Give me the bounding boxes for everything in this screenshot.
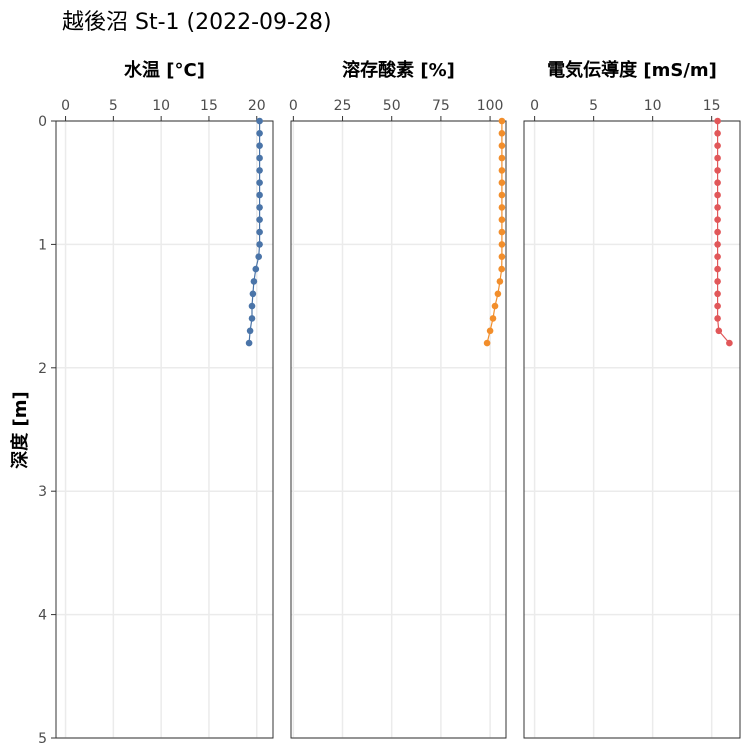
conductivity-data-point [714,315,721,322]
dissolved-oxygen-data-point [498,130,506,137]
water-temperature-panel: 水温 [°C] 0 5 10 15 20 [55,59,274,739]
dissolved-oxygen-x-tick-label: 50 [383,98,401,114]
water-temperature-data-point [256,228,263,236]
conductivity-data-point [714,278,721,285]
conductivity-data-point [714,228,721,236]
dissolved-oxygen-data-point [498,167,506,174]
dissolved-oxygen-panel: 溶存酸素 [%] 0 25 50 75 100 [289,59,507,739]
dissolved-oxygen-x-tick-label: 75 [432,98,450,114]
dissolved-oxygen-data-point [498,204,506,211]
water-temperature-data-point [249,290,257,298]
conductivity-data-point [715,327,723,335]
conductivity-title: 電気伝導度 [mS/m] [547,59,717,81]
water-temperature-data-point [256,216,263,223]
dissolved-oxygen-title: 溶存酸素 [%] [342,59,455,81]
conductivity-x-tick-label: 10 [644,98,662,114]
conductivity-x-tick-label: 15 [703,98,721,114]
water-temperature-data-point [256,241,263,248]
depth-tick-label: 5 [38,731,47,747]
dissolved-oxygen-data-point [496,278,504,285]
conductivity-data-point [714,204,721,211]
plot-title: 越後沼 St-1 (2022-09-28) [62,10,332,35]
conductivity-data-point [714,265,721,273]
dissolved-oxygen-data-point [498,253,506,260]
water-temperature-data-point [245,339,253,347]
water-temperature-data-point [256,191,263,199]
conductivity-data-point [714,130,721,137]
depth-tick-label: 0 [38,114,47,130]
water-temperature-data-point [250,278,258,285]
conductivity-data-point [714,142,721,149]
conductivity-data-point [714,117,721,125]
water-temperature-data-point [248,302,256,310]
water-temperature-title: 水温 [°C] [124,59,205,81]
dissolved-oxygen-data-point [494,290,502,298]
dissolved-oxygen-data-point [498,142,506,149]
conductivity-data-point [714,253,721,260]
conductivity-data-point [714,290,721,298]
conductivity-data-point [714,216,721,223]
depth-tick-label: 2 [38,361,47,377]
water-temperature-data-point [256,142,263,149]
dissolved-oxygen-x-tick-label: 100 [477,98,504,114]
dissolved-oxygen-panel-border [290,120,507,739]
depth-tick-label: 1 [38,237,47,253]
dissolved-oxygen-data-point [498,191,506,199]
dissolved-oxygen-data-point [491,302,499,310]
conductivity-x-tick-label: 0 [530,98,539,114]
water-temperature-panel-border [55,120,274,739]
dissolved-oxygen-data-point [498,265,506,273]
dissolved-oxygen-x-tick-label: 0 [289,98,298,114]
depth-tick-label: 3 [38,484,47,500]
water-temperature-data-point [256,130,263,137]
water-temperature-x-tick-label: 15 [200,98,218,114]
dissolved-oxygen-data-point [498,117,506,125]
depth-tick-label: 4 [38,608,47,624]
water-temperature-x-tick-label: 10 [152,98,170,114]
conductivity-data-point [714,154,721,162]
water-temperature-data-point [256,154,263,162]
water-temperature-data-point [252,265,260,273]
depth-axis: 深度 [m] 0 1 2 3 4 5 [9,114,56,747]
water-temperature-data-point [256,179,263,186]
water-temperature-data-point [255,253,262,260]
dissolved-oxygen-data-point [498,179,506,186]
dissolved-oxygen-data-point [498,154,506,162]
dissolved-oxygen-data-point [483,339,491,347]
water-temperature-x-tick-label: 20 [248,98,266,114]
water-temperature-data-point [246,327,254,335]
dissolved-oxygen-data-point [498,241,506,248]
water-temperature-x-tick-label: 5 [109,98,118,114]
depth-axis-title: 深度 [m] [9,391,31,468]
conductivity-data-point [714,191,721,199]
water-temperature-data-point [256,117,263,125]
dissolved-oxygen-data-point [486,327,494,335]
water-temperature-data-point [248,315,256,322]
conductivity-data-point [714,167,721,174]
conductivity-data-point [714,179,721,186]
water-temperature-data-point [256,204,263,211]
dissolved-oxygen-data-point [489,315,497,322]
conductivity-panel: 電気伝導度 [mS/m] 0 5 10 15 [523,59,741,739]
water-temperature-x-tick-label: 0 [61,98,70,114]
dissolved-oxygen-x-tick-label: 25 [334,98,352,114]
conductivity-x-tick-label: 5 [589,98,598,114]
conductivity-data-point [714,302,721,310]
water-temperature-data-point [256,167,263,174]
conductivity-panel-border [523,120,741,739]
conductivity-data-point [714,241,721,248]
conductivity-data-point [726,339,733,347]
dissolved-oxygen-data-point [498,216,506,223]
dissolved-oxygen-data-point [498,228,506,236]
